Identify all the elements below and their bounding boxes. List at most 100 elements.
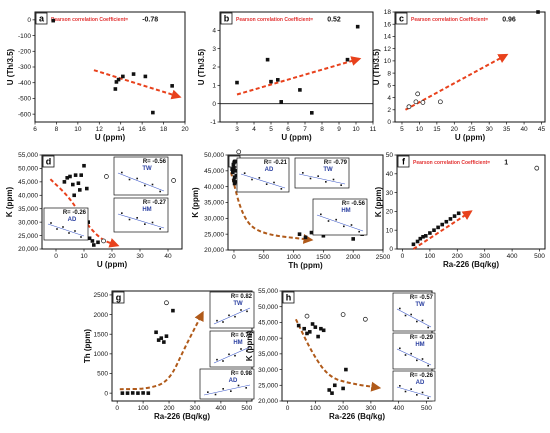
data-point xyxy=(146,391,151,395)
inset-point xyxy=(144,223,146,225)
x-tick-label: 10 xyxy=(80,253,88,260)
inset-point xyxy=(245,387,247,389)
open-data-point xyxy=(340,312,346,317)
inset-point xyxy=(121,212,123,214)
y-tick-label: 1000 xyxy=(94,351,109,358)
data-point xyxy=(87,236,92,241)
inset-point xyxy=(121,171,123,174)
data-point xyxy=(310,111,314,115)
inset-r-value: R= -0.29 xyxy=(410,335,434,341)
data-point xyxy=(162,340,166,344)
correlation-label: Pearson correlation Coefficient= xyxy=(51,17,128,23)
data-point xyxy=(456,211,461,216)
inset-site-tag: HM xyxy=(233,340,242,346)
open-data-point xyxy=(171,178,176,183)
x-axis-title: Th (ppm) xyxy=(288,261,323,270)
data-point xyxy=(233,169,237,173)
data-point xyxy=(233,180,238,184)
panel-label: d xyxy=(42,155,55,168)
inset-point xyxy=(80,236,82,238)
data-point xyxy=(296,323,301,328)
data-point xyxy=(68,174,72,179)
svg-text:f: f xyxy=(402,157,406,167)
x-tick-label: 8 xyxy=(320,126,324,133)
data-point xyxy=(125,391,130,395)
inset-r-value: R= -0.26 xyxy=(410,373,434,379)
x-tick-label: 1000 xyxy=(286,254,301,261)
inset-point xyxy=(399,385,401,387)
x-tick-label: 35 xyxy=(503,126,511,133)
data-point xyxy=(231,162,236,167)
data-point xyxy=(345,57,350,62)
x-tick-label: 10 xyxy=(352,126,360,133)
x-tick-label: 16 xyxy=(139,126,147,133)
svg-text:h: h xyxy=(286,293,292,303)
data-point xyxy=(141,391,145,395)
inset-point xyxy=(216,358,218,361)
trend-arrow xyxy=(404,53,509,111)
y-tick-label: 2500 xyxy=(94,292,109,299)
inset-point xyxy=(240,348,242,350)
inset-point xyxy=(416,394,418,396)
inset-r-value: R= -0.57 xyxy=(410,295,434,301)
trend-arrow xyxy=(93,69,182,100)
inset-fit-line xyxy=(240,173,286,189)
y-tick-label: 4 xyxy=(387,95,391,102)
inset-site-tag: AD xyxy=(265,167,274,173)
y-tick-label: 20,000 xyxy=(204,247,224,254)
inset-fit-line xyxy=(117,172,165,192)
data-point xyxy=(279,100,283,104)
data-point xyxy=(232,165,236,170)
panel-f: 0 100 200 300 400 500 0 10 20 30 40 50 Ra-226 (Bq/kg… xyxy=(374,152,546,269)
panel-label: f xyxy=(397,155,410,168)
x-tick-label: 10 xyxy=(74,126,82,133)
plot-frame xyxy=(394,11,546,123)
inset-point xyxy=(427,326,429,329)
inset-r-value: R= 0.82 xyxy=(231,294,253,300)
data-point xyxy=(321,233,326,238)
plot-frame xyxy=(219,11,374,123)
data-point xyxy=(82,163,86,168)
x-tick-label: 25 xyxy=(468,126,476,133)
data-point xyxy=(65,176,69,180)
data-point xyxy=(230,170,235,175)
inset-site-tag: TW xyxy=(233,301,243,307)
inset-site-tag: TW xyxy=(323,167,333,173)
inset-point xyxy=(350,224,353,226)
y-tick-label: -500 xyxy=(18,96,31,103)
inset-point xyxy=(216,319,218,322)
x-tick-label: 15 xyxy=(433,126,441,133)
y-tick-label: 55,000 xyxy=(18,152,38,159)
data-point xyxy=(151,110,155,115)
data-point xyxy=(130,391,135,395)
inset-point xyxy=(74,230,76,232)
y-axis-title: K (ppm) xyxy=(245,331,254,362)
x-tick-label: 400 xyxy=(393,405,404,412)
svg-text:c: c xyxy=(399,14,404,24)
inset-point xyxy=(151,183,154,186)
inset-r-value: R= -0.27 xyxy=(143,200,167,206)
data-point xyxy=(265,57,270,62)
x-tick-label: 400 xyxy=(507,253,518,260)
inset-point xyxy=(230,390,232,392)
data-point xyxy=(428,231,432,235)
inset-site-tag: AD xyxy=(68,217,77,223)
inset-point xyxy=(332,178,335,181)
inset-point xyxy=(273,181,275,184)
y-tick-label: 0 xyxy=(387,119,391,126)
inset-site-tag: AD xyxy=(416,380,425,386)
x-axis-title: U (ppm) xyxy=(455,133,486,142)
y-tick-label: 30,000 xyxy=(258,367,278,374)
x-tick-label: 11 xyxy=(370,126,377,133)
data-point xyxy=(90,239,95,243)
svg-text:a: a xyxy=(39,14,45,24)
inset-point xyxy=(265,183,268,185)
x-tick-label: 20 xyxy=(451,126,459,133)
x-tick-label: 7 xyxy=(303,126,307,133)
inset-point xyxy=(251,178,253,181)
y-axis-title: U (Th/3.5) xyxy=(197,48,206,85)
data-point xyxy=(355,24,360,29)
y-tick-label: 3 xyxy=(212,46,216,53)
panel-d: 0 10 20 30 40 20,000 25,000 30,000 35,000 40,000 4… xyxy=(5,152,183,269)
x-tick-label: 0 xyxy=(401,253,405,260)
